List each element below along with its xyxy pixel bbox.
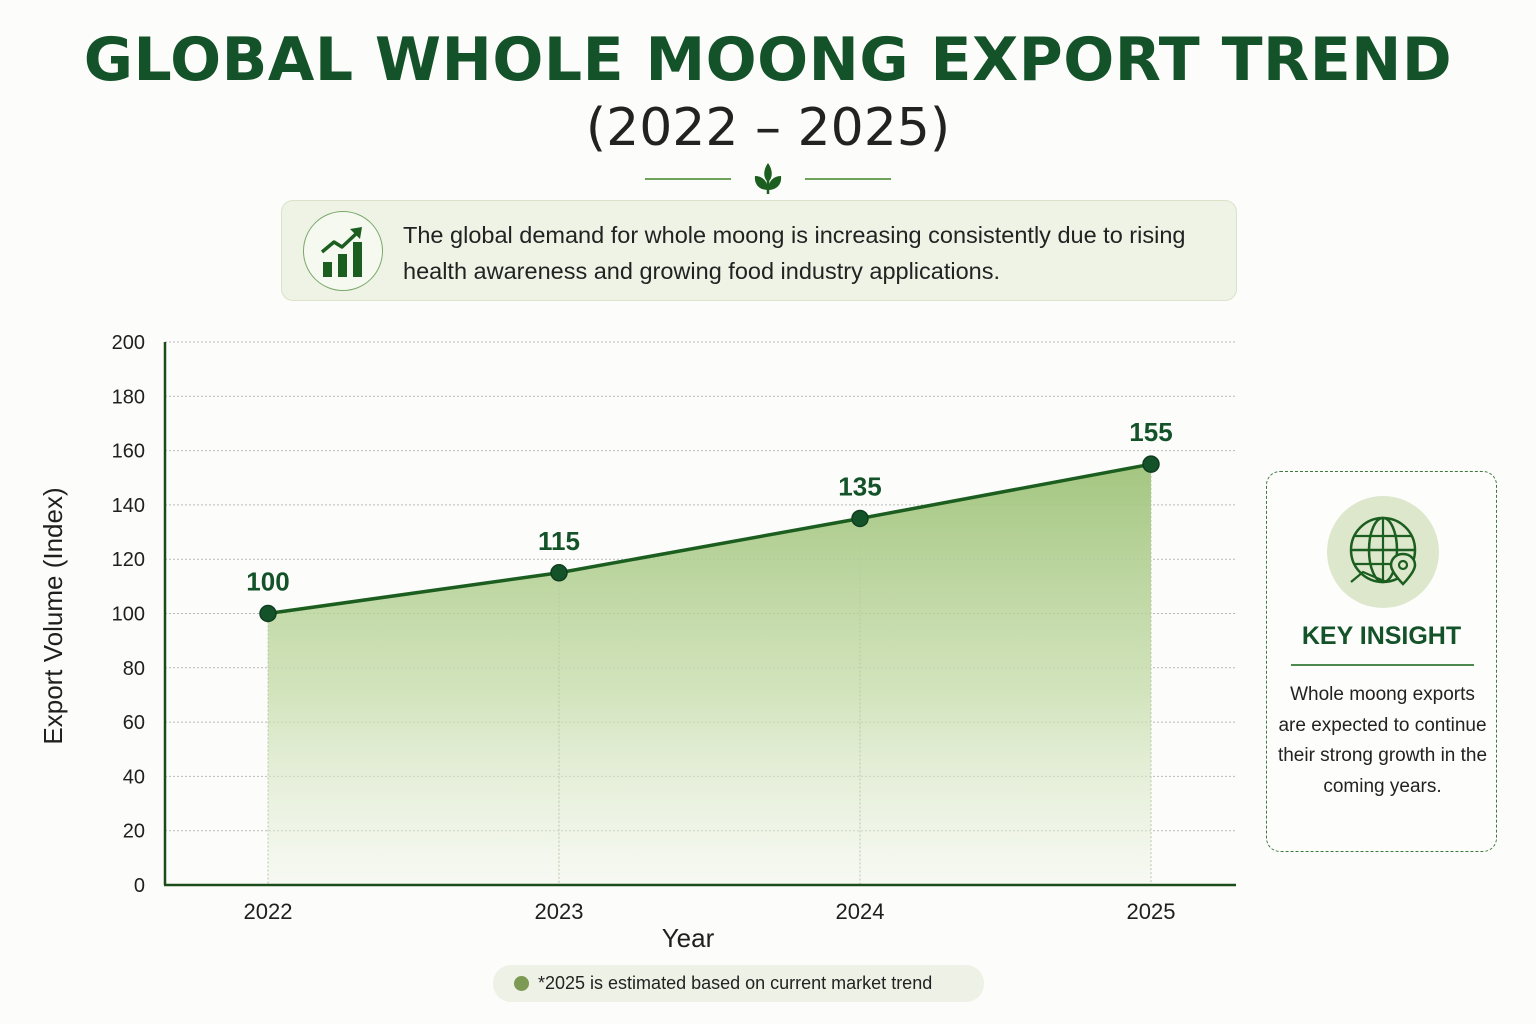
divider-left xyxy=(645,178,731,180)
x-tick-label: 2022 xyxy=(244,899,293,924)
key-insight-divider xyxy=(1291,664,1474,666)
y-axis-ticks: 0 20 40 60 80 100 120 140 160 180 200 xyxy=(112,332,145,897)
x-tick-label: 2024 xyxy=(836,899,885,924)
globe-location-icon xyxy=(1327,496,1439,608)
description-box: The global demand for whole moong is inc… xyxy=(281,200,1237,301)
key-insight-title: KEY INSIGHT xyxy=(1301,622,1462,650)
y-tick-label: 100 xyxy=(112,604,145,626)
series-line xyxy=(267,462,1152,616)
y-tick-label: 140 xyxy=(112,495,145,517)
data-point xyxy=(1142,455,1160,473)
y-tick-label: 80 xyxy=(123,658,145,680)
y-tick-label: 0 xyxy=(134,875,145,897)
x-axis-ticks: 2022 2023 2024 2025 xyxy=(244,899,1176,924)
x-tick-label: 2025 xyxy=(1127,899,1176,924)
chart-title: GLOBAL WHOLE MOONG EXPORT TREND xyxy=(83,25,1453,95)
data-point xyxy=(550,564,568,582)
x-tick-label: 2023 xyxy=(535,899,584,924)
footnote-dot xyxy=(514,976,529,991)
key-insight-card: KEY INSIGHT Whole moong exports are expe… xyxy=(1266,471,1497,852)
data-label: 135 xyxy=(838,471,881,501)
footnote: *2025 is estimated based on current mark… xyxy=(493,965,984,1002)
y-tick-label: 60 xyxy=(123,712,145,734)
vertical-grid-lines xyxy=(267,464,1152,885)
data-label: 115 xyxy=(538,526,580,556)
chart-subtitle: (2022 – 2025) xyxy=(585,98,951,158)
data-point xyxy=(851,509,869,528)
data-label: 155 xyxy=(1129,417,1172,447)
data-points: 100 115 135 155 xyxy=(246,417,1173,623)
y-tick-label: 20 xyxy=(123,821,145,843)
leaf-icon xyxy=(754,163,782,194)
y-tick-label: 160 xyxy=(112,441,145,463)
x-axis-title: Year xyxy=(662,923,715,953)
y-tick-label: 200 xyxy=(112,332,145,354)
description-text: The global demand for whole moong is inc… xyxy=(403,222,1186,284)
y-axis-title: Export Volume (Index) xyxy=(38,487,68,744)
y-tick-label: 180 xyxy=(112,386,145,408)
area-fill xyxy=(268,464,1151,885)
y-tick-label: 120 xyxy=(112,549,145,571)
footnote-text: *2025 is estimated based on current mark… xyxy=(538,973,933,993)
divider-right xyxy=(805,178,891,180)
data-point xyxy=(259,604,277,623)
data-label: 100 xyxy=(246,567,289,597)
y-tick-label: 40 xyxy=(123,766,145,788)
key-insight-text: Whole moong exports are expected to cont… xyxy=(1277,684,1488,797)
bar-chart-growth-icon xyxy=(303,211,383,291)
